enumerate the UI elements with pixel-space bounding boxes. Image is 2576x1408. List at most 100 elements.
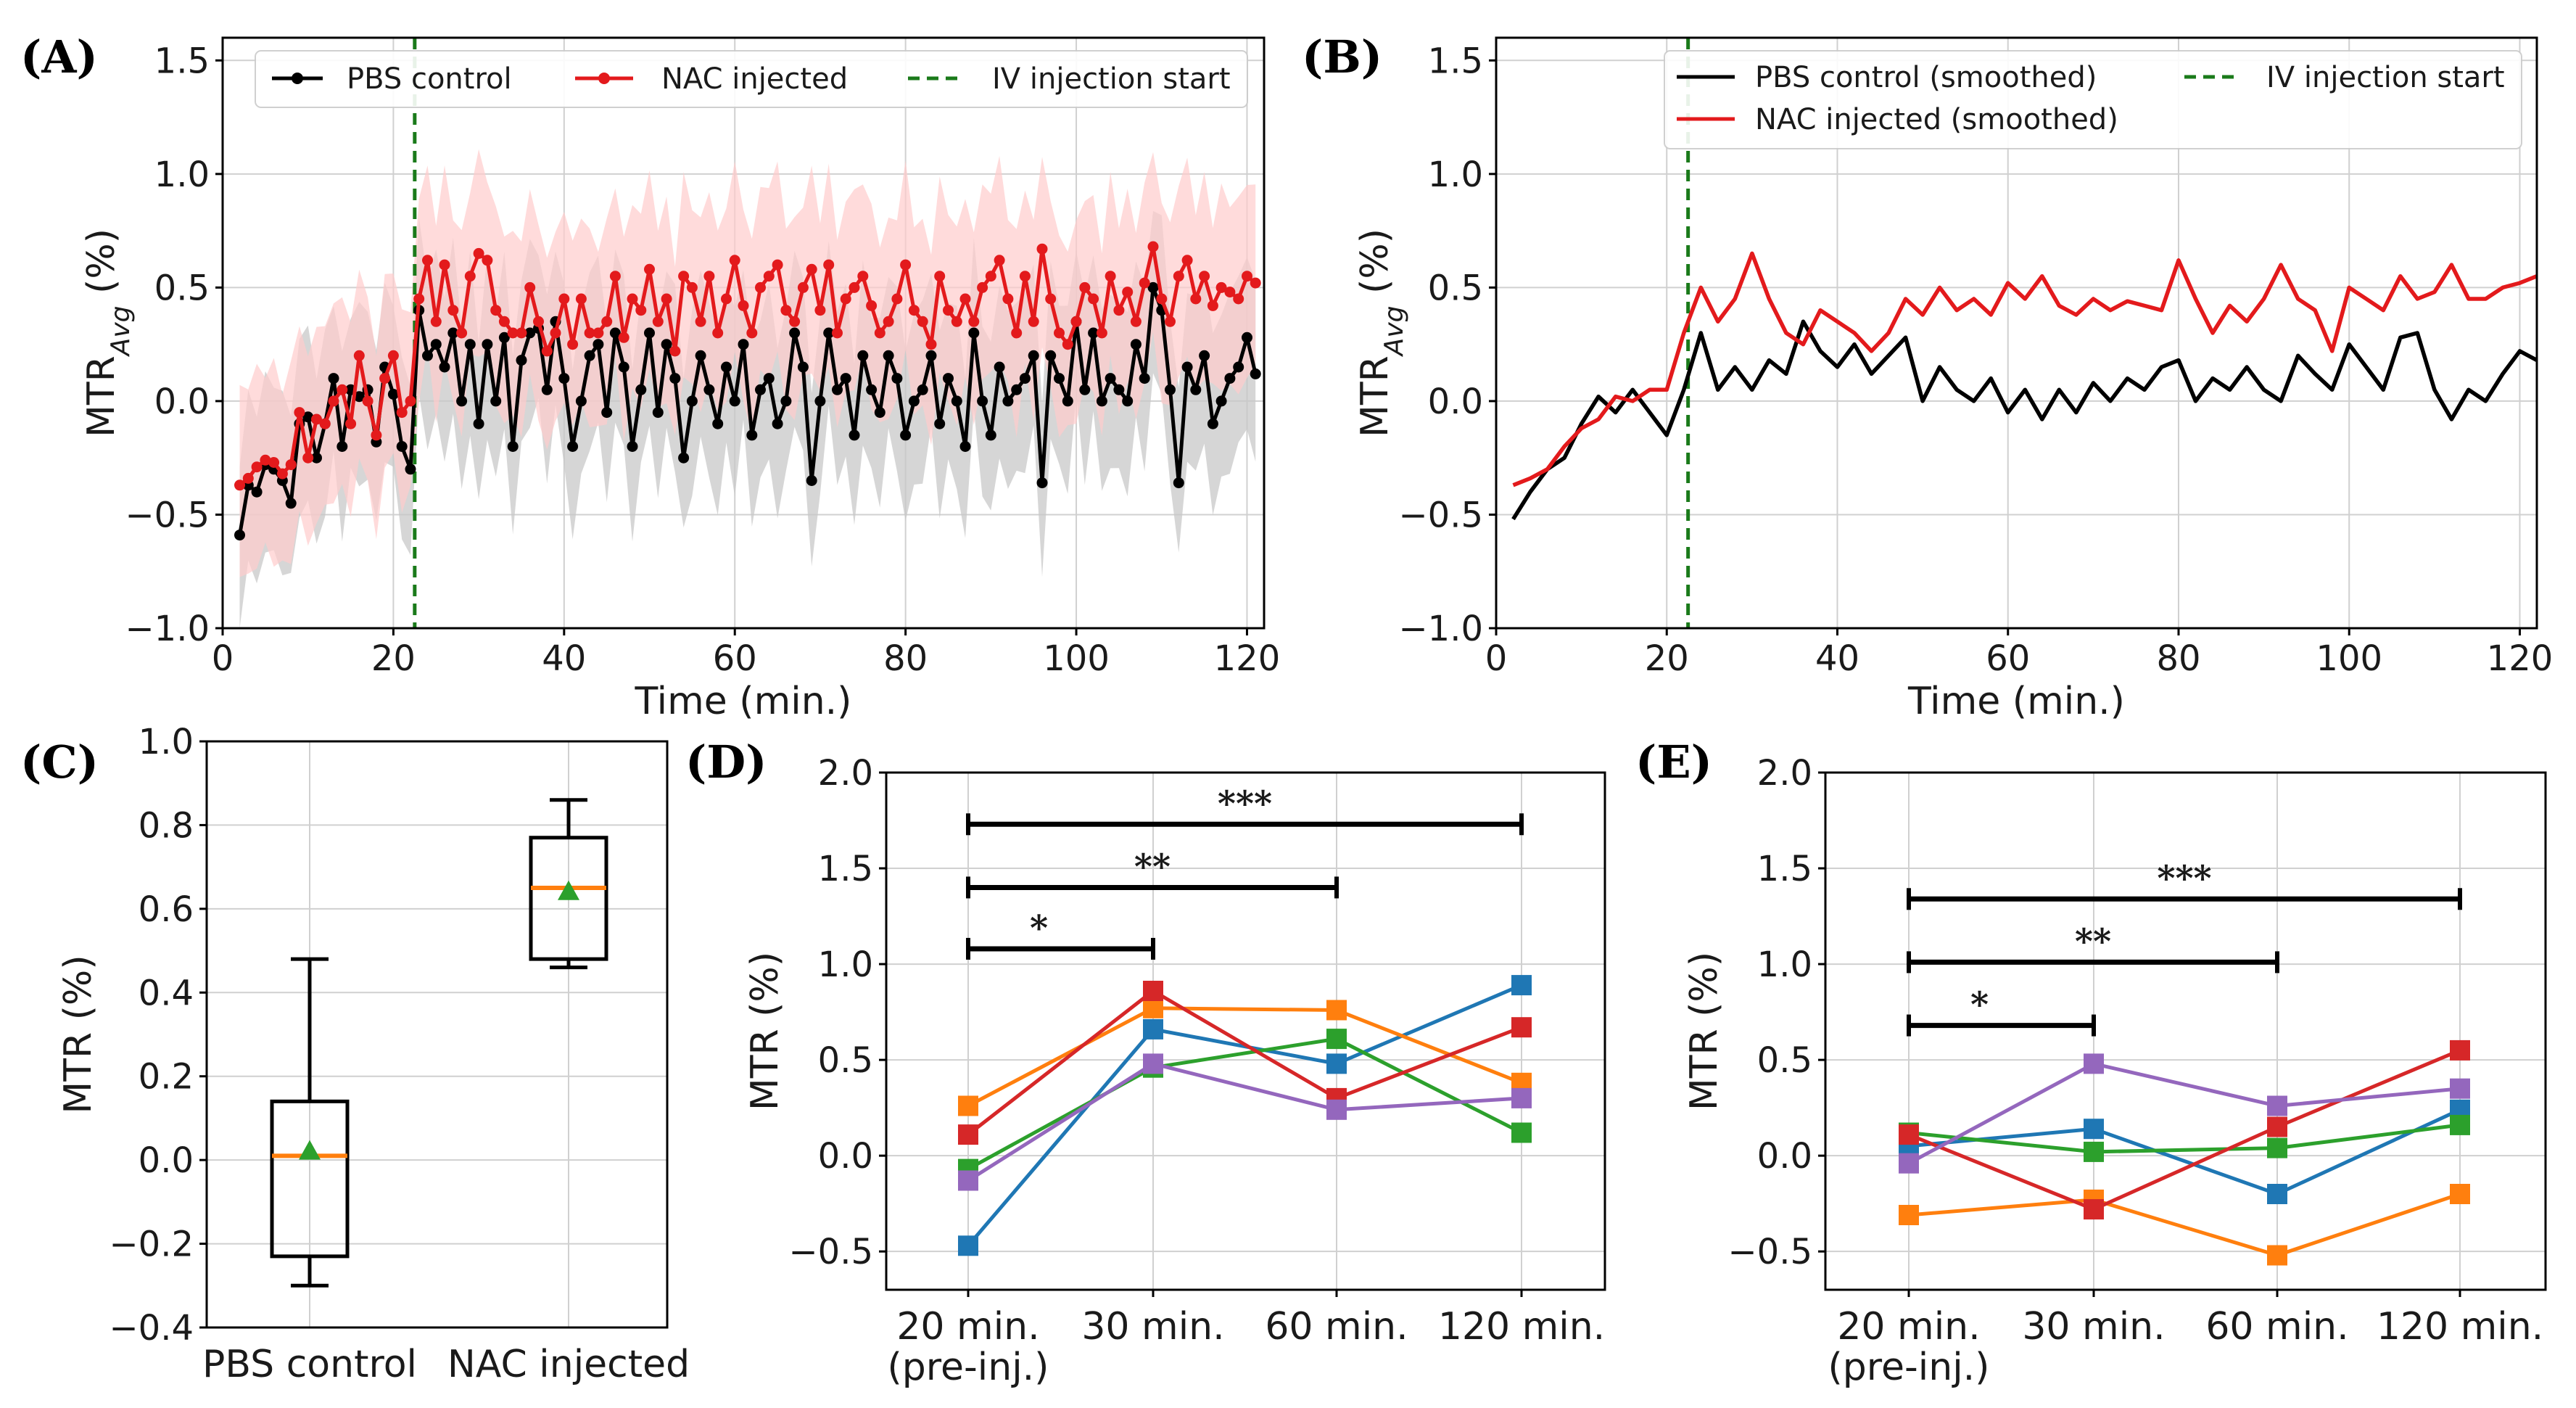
y-tick-label: 0.0 [1757,1136,1812,1177]
y-tick-label: 1.0 [1428,155,1483,195]
pbs-control-line [1511,319,2538,521]
y-axis-label-subscript: Avg [106,305,136,357]
nac-injected-point [490,305,502,316]
pbs-control-point [789,327,801,339]
subject-4-line [967,989,1522,1137]
pbs-control-point [763,373,775,384]
nac-injected-point [925,339,937,350]
legend-pbs-marker [292,73,303,84]
legend-nac-marker [598,73,610,84]
nac-injected-point [251,461,263,473]
y-tick-label: 1.5 [154,41,210,81]
nac-injected-point [1054,327,1065,339]
box-mean-marker [299,1140,321,1160]
pbs-control-point [635,384,647,395]
subject-5-point [1511,1087,1532,1108]
subject-4-point [2084,1199,2104,1220]
y-tick-label: 1.5 [818,849,873,889]
x-category-label: 30 min. [1081,1305,1224,1349]
panel-letter: (D) [685,736,767,789]
box-iqr [270,1099,350,1259]
nac-injected-point [593,327,604,339]
y-tick-label: 1.0 [1757,944,1812,985]
pbs-control-point [943,373,954,384]
pbs-control-point [832,384,843,395]
pbs-control-point [1088,327,1099,339]
nac-injected-point [464,271,476,282]
pbs-control-point [661,339,672,350]
axes-frame [221,36,1266,630]
panel-d: ******−0.50.00.51.01.52.020 min.(pre-inj… [685,736,1606,1389]
pbs-control-point [883,350,894,361]
y-tick-label: 0.0 [818,1136,873,1177]
pbs-control-point [251,486,263,498]
nac-injected-point [959,293,971,305]
x-tick-label: 40 [542,638,586,679]
x-tick-label: 20 [371,638,416,679]
y-axis-label: MTRAvg (%) [1353,229,1409,437]
nac-injected-point [789,316,801,327]
y-axis-label-unit: (%) [1353,229,1397,306]
y-tick-label: 1.5 [1757,849,1812,889]
nac-injected-point [746,327,758,339]
pbs-control-point [644,327,655,339]
pbs-control-point [447,327,459,339]
pbs-control-point [593,339,604,350]
pbs-control-point [627,441,638,452]
subject-3-line [1908,1123,2461,1154]
x-category-label: 30 min. [2022,1305,2165,1349]
nac-injected-point [396,407,408,419]
x-category-label: 60 min. [2205,1305,2348,1349]
y-tick-label: −0.2 [109,1224,194,1265]
pbs-control-point [405,464,416,475]
x-tick-label: 40 [1815,638,1859,679]
pbs-control-point [959,441,971,452]
pbs-control-point [652,407,664,419]
nac-injected-point [362,395,373,407]
nac-injected-point [1011,327,1023,339]
nac-injected-point [977,281,988,293]
pbs-control-point [823,327,835,339]
y-tick-label: 0.5 [1757,1040,1812,1081]
x-category-label: 120 min. [2377,1305,2543,1349]
nac-injected-point [234,479,245,491]
nac-injected-point [1250,277,1261,289]
nac-injected-point [1181,255,1193,266]
subject-4-line [1908,1048,2461,1211]
pbs-control-point [951,395,962,407]
subject-5-point [1143,1053,1163,1074]
y-tick-label: 0.4 [139,973,194,1013]
pbs-control-point [456,395,468,407]
nac-injected-point [1105,271,1116,282]
pbs-control-point [601,407,613,419]
pbs-control-point [1165,384,1176,395]
y-tick-label: 0.2 [139,1057,194,1098]
y-axis-label: MTR (%) [1683,952,1726,1111]
nac-injected-point [635,305,647,316]
box-mean-marker [558,880,579,900]
pbs-control-point [925,350,937,361]
nac-injected-point [1190,293,1202,305]
y-tick-label: 1.5 [1428,41,1483,81]
y-axis-label: MTRAvg (%) [80,229,136,437]
nac-injected-point [1122,287,1134,298]
nac-injected-point [567,339,579,350]
nac-injected-point [780,305,792,316]
y-tick-label: 0.5 [154,268,210,308]
subject-5-point [2267,1095,2287,1116]
y-axis-label: MTR (%) [743,952,787,1111]
nac-injected-point [823,259,835,271]
nac-injected-point [814,305,826,316]
pbs-control-point [311,452,322,464]
y-tick-label: 2.0 [818,753,873,794]
pbs-control-point [1054,373,1065,384]
nac-injected-point [439,259,450,271]
nac-injected-point [558,293,570,305]
pbs-control-point [234,530,245,541]
y-axis-label: MTR (%) [57,955,100,1113]
pbs-control-point [968,327,980,339]
pbs-control-point [1062,395,1073,407]
pbs-control-point [721,361,732,373]
x-tick-label: 80 [2156,638,2200,679]
significance-label: ** [1134,847,1171,887]
